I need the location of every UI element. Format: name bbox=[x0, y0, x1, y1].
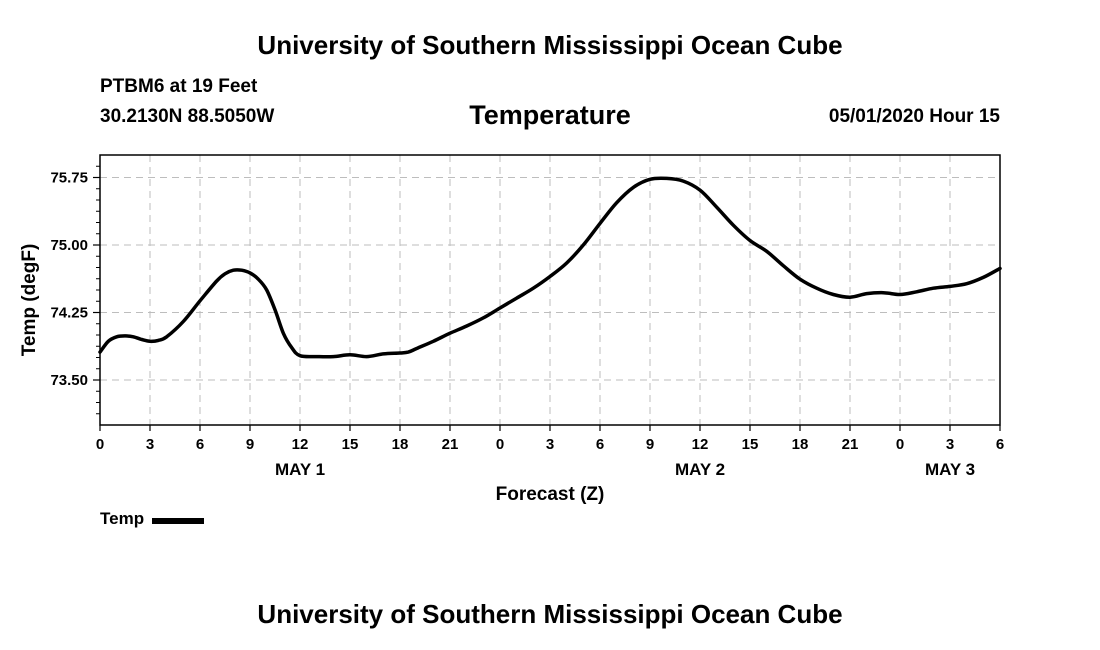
x-tick-label: 9 bbox=[646, 436, 654, 453]
x-axis-label: Forecast (Z) bbox=[496, 484, 605, 505]
y-tick-label: 75.75 bbox=[50, 170, 88, 187]
x-tick-label: 9 bbox=[246, 436, 254, 453]
x-tick-label: 6 bbox=[996, 436, 1004, 453]
x-tick-label: 18 bbox=[392, 436, 409, 453]
x-tick-label: 3 bbox=[546, 436, 554, 453]
x-tick-label: 12 bbox=[292, 436, 309, 453]
legend-line-swatch bbox=[152, 517, 205, 524]
x-tick-label: 0 bbox=[96, 436, 104, 453]
series-layer bbox=[98, 176, 1002, 359]
x-tick-label: 3 bbox=[946, 436, 954, 453]
x-tick-label: 6 bbox=[196, 436, 204, 453]
x-tick-label: 0 bbox=[896, 436, 904, 453]
x-tick-label: 18 bbox=[792, 436, 809, 453]
x-tick-label: 3 bbox=[146, 436, 154, 453]
forecast-datestamp: 05/01/2020 Hour 15 bbox=[828, 106, 1000, 127]
x-axis: 0 3 6 9 12 15 18 21 0 3 6 9 12 15 18 21 0 3 6 MAY 1 MAY 2 MAY… bbox=[96, 425, 1004, 479]
station-coordinates: 30.2130N 88.5050W bbox=[100, 106, 275, 127]
legend: Temp bbox=[100, 509, 205, 529]
x-tick-label: 0 bbox=[496, 436, 504, 453]
y-tick-label: 73.50 bbox=[50, 372, 88, 389]
chart-title: Temperature bbox=[469, 100, 631, 130]
y-axis-label: Temp (degF) bbox=[19, 244, 40, 357]
station-label: PTBM6 at 19 Feet bbox=[100, 76, 258, 97]
x-tick-label: 15 bbox=[342, 436, 359, 453]
grid-layer bbox=[100, 155, 1000, 425]
y-axis: 73.50 74.25 75.00 75.75 bbox=[50, 170, 100, 389]
x-tick-label: 15 bbox=[742, 436, 759, 453]
x-tick-label: 12 bbox=[692, 436, 709, 453]
x-day-label: MAY 2 bbox=[675, 460, 725, 479]
y-tick-label: 75.00 bbox=[50, 237, 88, 254]
x-tick-label: 21 bbox=[842, 436, 859, 453]
x-tick-label: 21 bbox=[442, 436, 459, 453]
bottom-title: University of Southern Mississippi Ocean… bbox=[257, 599, 843, 629]
x-day-label: MAY 1 bbox=[275, 460, 325, 479]
top-title: University of Southern Mississippi Ocean… bbox=[257, 30, 843, 60]
legend-label: Temp bbox=[100, 509, 145, 528]
x-day-label: MAY 3 bbox=[925, 460, 975, 479]
y-tick-label: 74.25 bbox=[50, 305, 88, 322]
x-tick-label: 6 bbox=[596, 436, 604, 453]
plot-frame bbox=[99, 154, 1001, 426]
series-line-temp bbox=[98, 176, 1002, 359]
